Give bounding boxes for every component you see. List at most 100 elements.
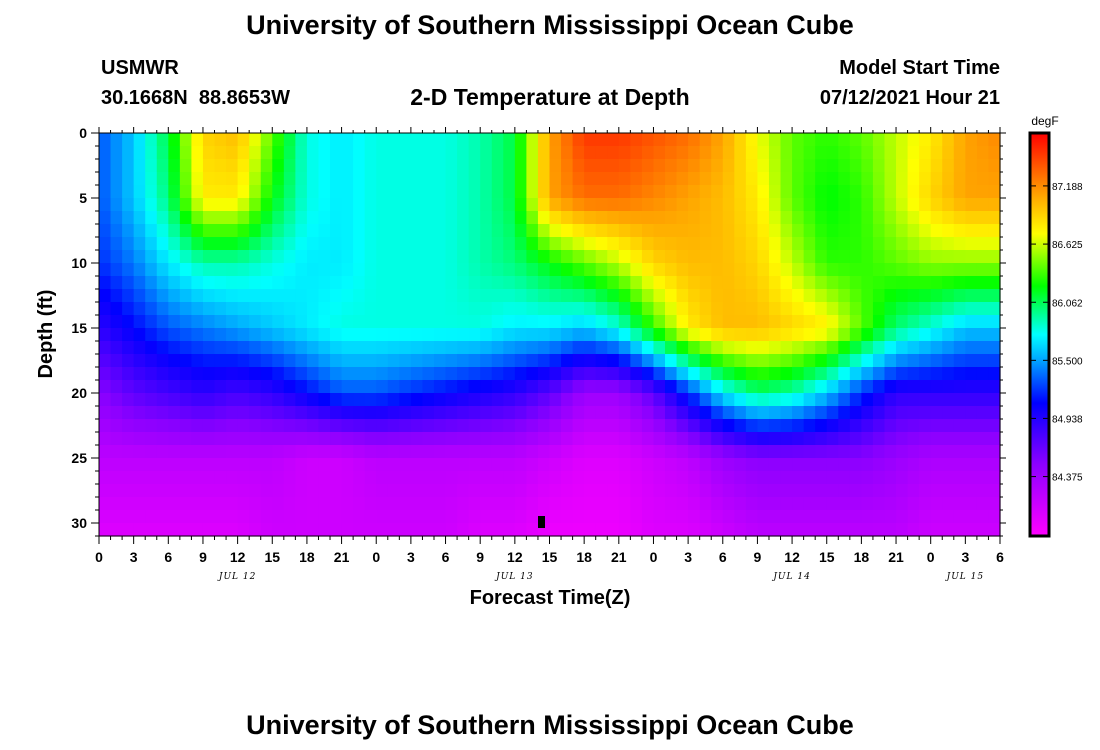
heatmap-cell xyxy=(537,276,551,290)
heatmap-cell xyxy=(491,367,504,381)
heatmap-cell xyxy=(792,354,805,368)
heatmap-cell xyxy=(919,445,932,459)
heatmap-cell xyxy=(641,523,655,537)
heatmap-cell xyxy=(168,172,181,186)
heatmap-cell xyxy=(156,484,169,498)
heatmap-cell xyxy=(607,406,620,420)
heatmap-cell xyxy=(734,250,747,264)
heatmap-cell xyxy=(399,432,412,446)
heatmap-cell xyxy=(595,393,608,407)
heatmap-cell xyxy=(641,393,655,407)
heatmap-cell xyxy=(226,159,239,173)
heatmap-cell xyxy=(711,315,724,329)
heatmap-cell xyxy=(179,224,193,238)
heatmap-cell xyxy=(318,380,331,394)
heatmap-cell xyxy=(907,224,920,238)
heatmap-cell xyxy=(561,250,574,264)
heatmap-cell xyxy=(480,510,493,524)
heatmap-cell xyxy=(537,484,551,498)
heatmap-cell xyxy=(688,328,701,342)
heatmap-cell xyxy=(330,341,343,355)
heatmap-cell xyxy=(745,445,759,459)
heatmap-cell xyxy=(122,185,135,199)
heatmap-cell xyxy=(318,133,331,147)
heatmap-cell xyxy=(237,445,250,459)
heatmap-cell xyxy=(156,263,169,277)
heatmap-cell xyxy=(768,432,782,446)
heatmap-cell xyxy=(688,497,701,511)
heatmap-cell xyxy=(965,510,978,524)
heatmap-cell xyxy=(561,211,574,225)
heatmap-cell xyxy=(872,211,886,225)
heatmap-cell xyxy=(815,289,828,303)
heatmap-cell xyxy=(422,406,435,420)
heatmap-cell xyxy=(896,445,909,459)
heatmap-cell xyxy=(445,315,458,329)
heatmap-cell xyxy=(376,406,389,420)
heatmap-cell xyxy=(283,354,296,368)
heatmap-cell xyxy=(618,328,631,342)
heatmap-cell xyxy=(896,146,909,160)
heatmap-cell xyxy=(480,315,493,329)
heatmap-cell xyxy=(341,380,354,394)
heatmap-cell xyxy=(480,302,493,316)
heatmap-cell xyxy=(260,367,273,381)
heatmap-cell xyxy=(872,445,886,459)
heatmap-cell xyxy=(838,159,851,173)
heatmap-cell xyxy=(653,380,666,394)
heatmap-cell xyxy=(237,471,250,485)
heatmap-cell xyxy=(133,263,146,277)
heatmap-cell xyxy=(688,406,701,420)
heatmap-cell xyxy=(734,510,747,524)
y-tick-label: 20 xyxy=(71,385,87,401)
heatmap-cell xyxy=(330,237,343,251)
heatmap-cell xyxy=(792,159,805,173)
heatmap-cell xyxy=(260,458,273,472)
heatmap-cell xyxy=(826,523,839,537)
heatmap-cell xyxy=(919,328,932,342)
heatmap-cell xyxy=(561,315,574,329)
heatmap-cell xyxy=(676,328,689,342)
heatmap-cell xyxy=(826,367,839,381)
heatmap-cell xyxy=(295,315,308,329)
heatmap-cell xyxy=(491,302,504,316)
heatmap-cell xyxy=(988,341,1001,355)
heatmap-cell xyxy=(665,172,678,186)
heatmap-cell xyxy=(826,380,839,394)
heatmap-cell xyxy=(272,172,285,186)
heatmap-cell xyxy=(757,432,770,446)
heatmap-cell xyxy=(122,263,135,277)
heatmap-cell xyxy=(688,133,701,147)
heatmap-cell xyxy=(607,523,620,537)
heatmap-cell xyxy=(191,185,204,199)
heatmap-cell xyxy=(872,393,886,407)
heatmap-cell xyxy=(930,497,943,511)
heatmap-cell xyxy=(607,276,620,290)
heatmap-cell xyxy=(896,315,909,329)
heatmap-cell xyxy=(595,159,608,173)
heatmap-cell xyxy=(584,393,597,407)
heatmap-cell xyxy=(168,250,181,264)
heatmap-cell xyxy=(688,237,701,251)
heatmap-cell xyxy=(145,406,158,420)
heatmap-cell xyxy=(260,393,273,407)
heatmap-cell xyxy=(156,341,169,355)
heatmap-cell xyxy=(953,445,966,459)
heatmap-cell xyxy=(226,133,239,147)
heatmap-cell xyxy=(133,328,146,342)
heatmap-cell xyxy=(399,185,412,199)
heatmap-cell xyxy=(653,263,666,277)
heatmap-cell xyxy=(422,510,435,524)
heatmap-cell xyxy=(99,328,112,342)
heatmap-cell xyxy=(168,211,181,225)
heatmap-cell xyxy=(896,510,909,524)
heatmap-cell xyxy=(561,237,574,251)
heatmap-cell xyxy=(884,315,897,329)
heatmap-cell xyxy=(341,484,354,498)
heatmap-cell xyxy=(526,276,539,290)
heatmap-cell xyxy=(422,289,435,303)
heatmap-cell xyxy=(526,315,539,329)
heatmap-cell xyxy=(387,471,400,485)
heatmap-cell xyxy=(815,497,828,511)
heatmap-cell xyxy=(722,510,735,524)
